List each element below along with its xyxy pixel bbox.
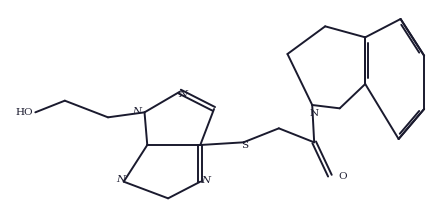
Text: N: N — [310, 109, 319, 118]
Text: N: N — [178, 90, 187, 99]
Text: N: N — [201, 175, 210, 184]
Text: N: N — [132, 106, 141, 115]
Text: N: N — [116, 174, 125, 183]
Text: S: S — [241, 140, 248, 149]
Text: HO: HO — [16, 107, 33, 116]
Text: O: O — [338, 171, 346, 180]
